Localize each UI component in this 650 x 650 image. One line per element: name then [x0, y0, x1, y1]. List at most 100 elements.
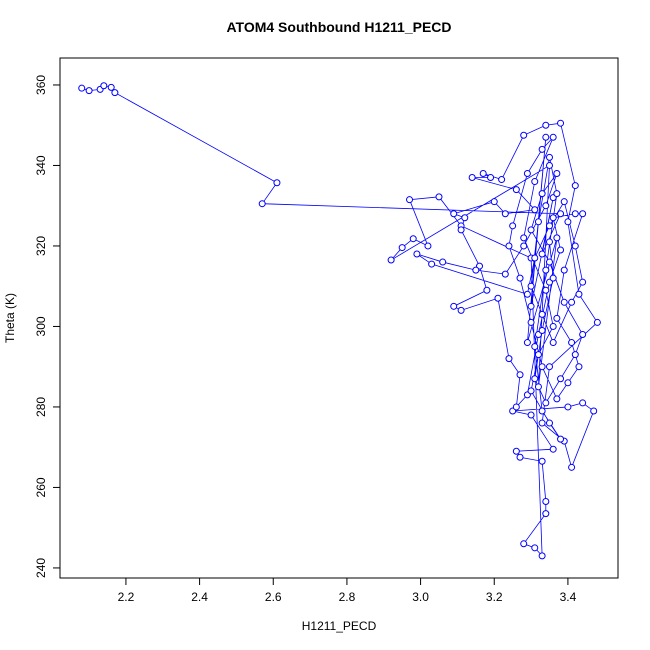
data-point [542, 121, 550, 129]
y-tick-label: 320 [34, 236, 48, 256]
data-point [557, 246, 565, 254]
data-point [531, 544, 539, 552]
data-point [579, 399, 587, 407]
data-point [479, 170, 487, 178]
data-point [531, 254, 539, 262]
data-line [81, 85, 598, 557]
data-point [553, 395, 561, 403]
y-tick-label: 240 [34, 558, 48, 578]
data-point [549, 322, 557, 330]
data-point [564, 379, 572, 387]
data-point [527, 302, 535, 310]
data-point [398, 244, 406, 252]
data-point [111, 89, 119, 97]
data-point [593, 318, 601, 326]
data-point [571, 210, 579, 218]
data-point [520, 242, 528, 250]
data-point [590, 407, 598, 415]
data-point [542, 286, 550, 294]
data-point [516, 274, 524, 282]
data-point [545, 153, 553, 161]
data-point [450, 302, 458, 310]
data-point [527, 411, 535, 419]
data-point [501, 270, 509, 278]
data-point [520, 540, 528, 548]
y-tick-label: 300 [34, 316, 48, 336]
data-point [439, 258, 447, 266]
data-point [560, 298, 568, 306]
data-point [538, 145, 546, 153]
data-point [387, 256, 395, 264]
data-point [545, 419, 553, 427]
data-point [534, 383, 542, 391]
data-point [505, 355, 513, 363]
data-point [549, 133, 557, 141]
data-point [468, 174, 476, 182]
data-point [428, 260, 436, 268]
x-tick-label: 3.0 [412, 590, 429, 604]
data-point [531, 178, 539, 186]
data-point [527, 387, 535, 395]
data-point [523, 170, 531, 178]
data-point [406, 196, 414, 204]
x-tick-label: 2.4 [191, 590, 208, 604]
data-point [579, 210, 587, 218]
data-point [78, 84, 86, 92]
data-point [571, 351, 579, 359]
data-point [85, 87, 93, 95]
data-point [575, 290, 583, 298]
data-point [409, 235, 417, 243]
x-axis-label: H1211_PECD [302, 619, 377, 633]
x-tick-label: 2.6 [265, 590, 282, 604]
x-tick-label: 3.2 [486, 590, 503, 604]
y-tick-label: 280 [34, 397, 48, 417]
data-point [520, 234, 528, 242]
data-point [542, 510, 550, 518]
data-point [538, 190, 546, 198]
data-point [258, 200, 266, 208]
data-point [483, 286, 491, 294]
data-point [534, 351, 542, 359]
data-point [545, 363, 553, 371]
data-point [505, 242, 513, 250]
data-point [487, 174, 495, 182]
data-point [538, 457, 546, 465]
data-point [545, 238, 553, 246]
data-point [579, 278, 587, 286]
y-tick-label: 260 [34, 477, 48, 497]
data-point [450, 210, 458, 218]
data-point [527, 282, 535, 290]
data-point [560, 198, 568, 206]
data-point [461, 214, 469, 222]
data-point [564, 403, 572, 411]
data-point [542, 266, 550, 274]
data-point [538, 363, 546, 371]
data-point [538, 419, 546, 427]
data-point [545, 161, 553, 169]
x-tick-label: 3.4 [560, 590, 577, 604]
data-point [424, 242, 432, 250]
data-point [413, 250, 421, 258]
data-point [579, 331, 587, 339]
data-point [557, 435, 565, 443]
data-point [512, 403, 520, 411]
data-point [538, 407, 546, 415]
data-point [568, 463, 576, 471]
data-point [557, 210, 565, 218]
data-point [457, 306, 465, 314]
data-point [100, 82, 108, 90]
data-point [549, 274, 557, 282]
data-point [107, 83, 115, 91]
data-point [549, 445, 557, 453]
data-point [568, 339, 576, 347]
data-point [538, 552, 546, 560]
data-point [557, 119, 565, 127]
data-point [534, 218, 542, 226]
data-point [538, 326, 546, 334]
data-point [538, 250, 546, 258]
data-point [531, 375, 539, 383]
data-point [571, 242, 579, 250]
data-point [498, 176, 506, 184]
data-point [538, 310, 546, 318]
data-point [490, 198, 498, 206]
